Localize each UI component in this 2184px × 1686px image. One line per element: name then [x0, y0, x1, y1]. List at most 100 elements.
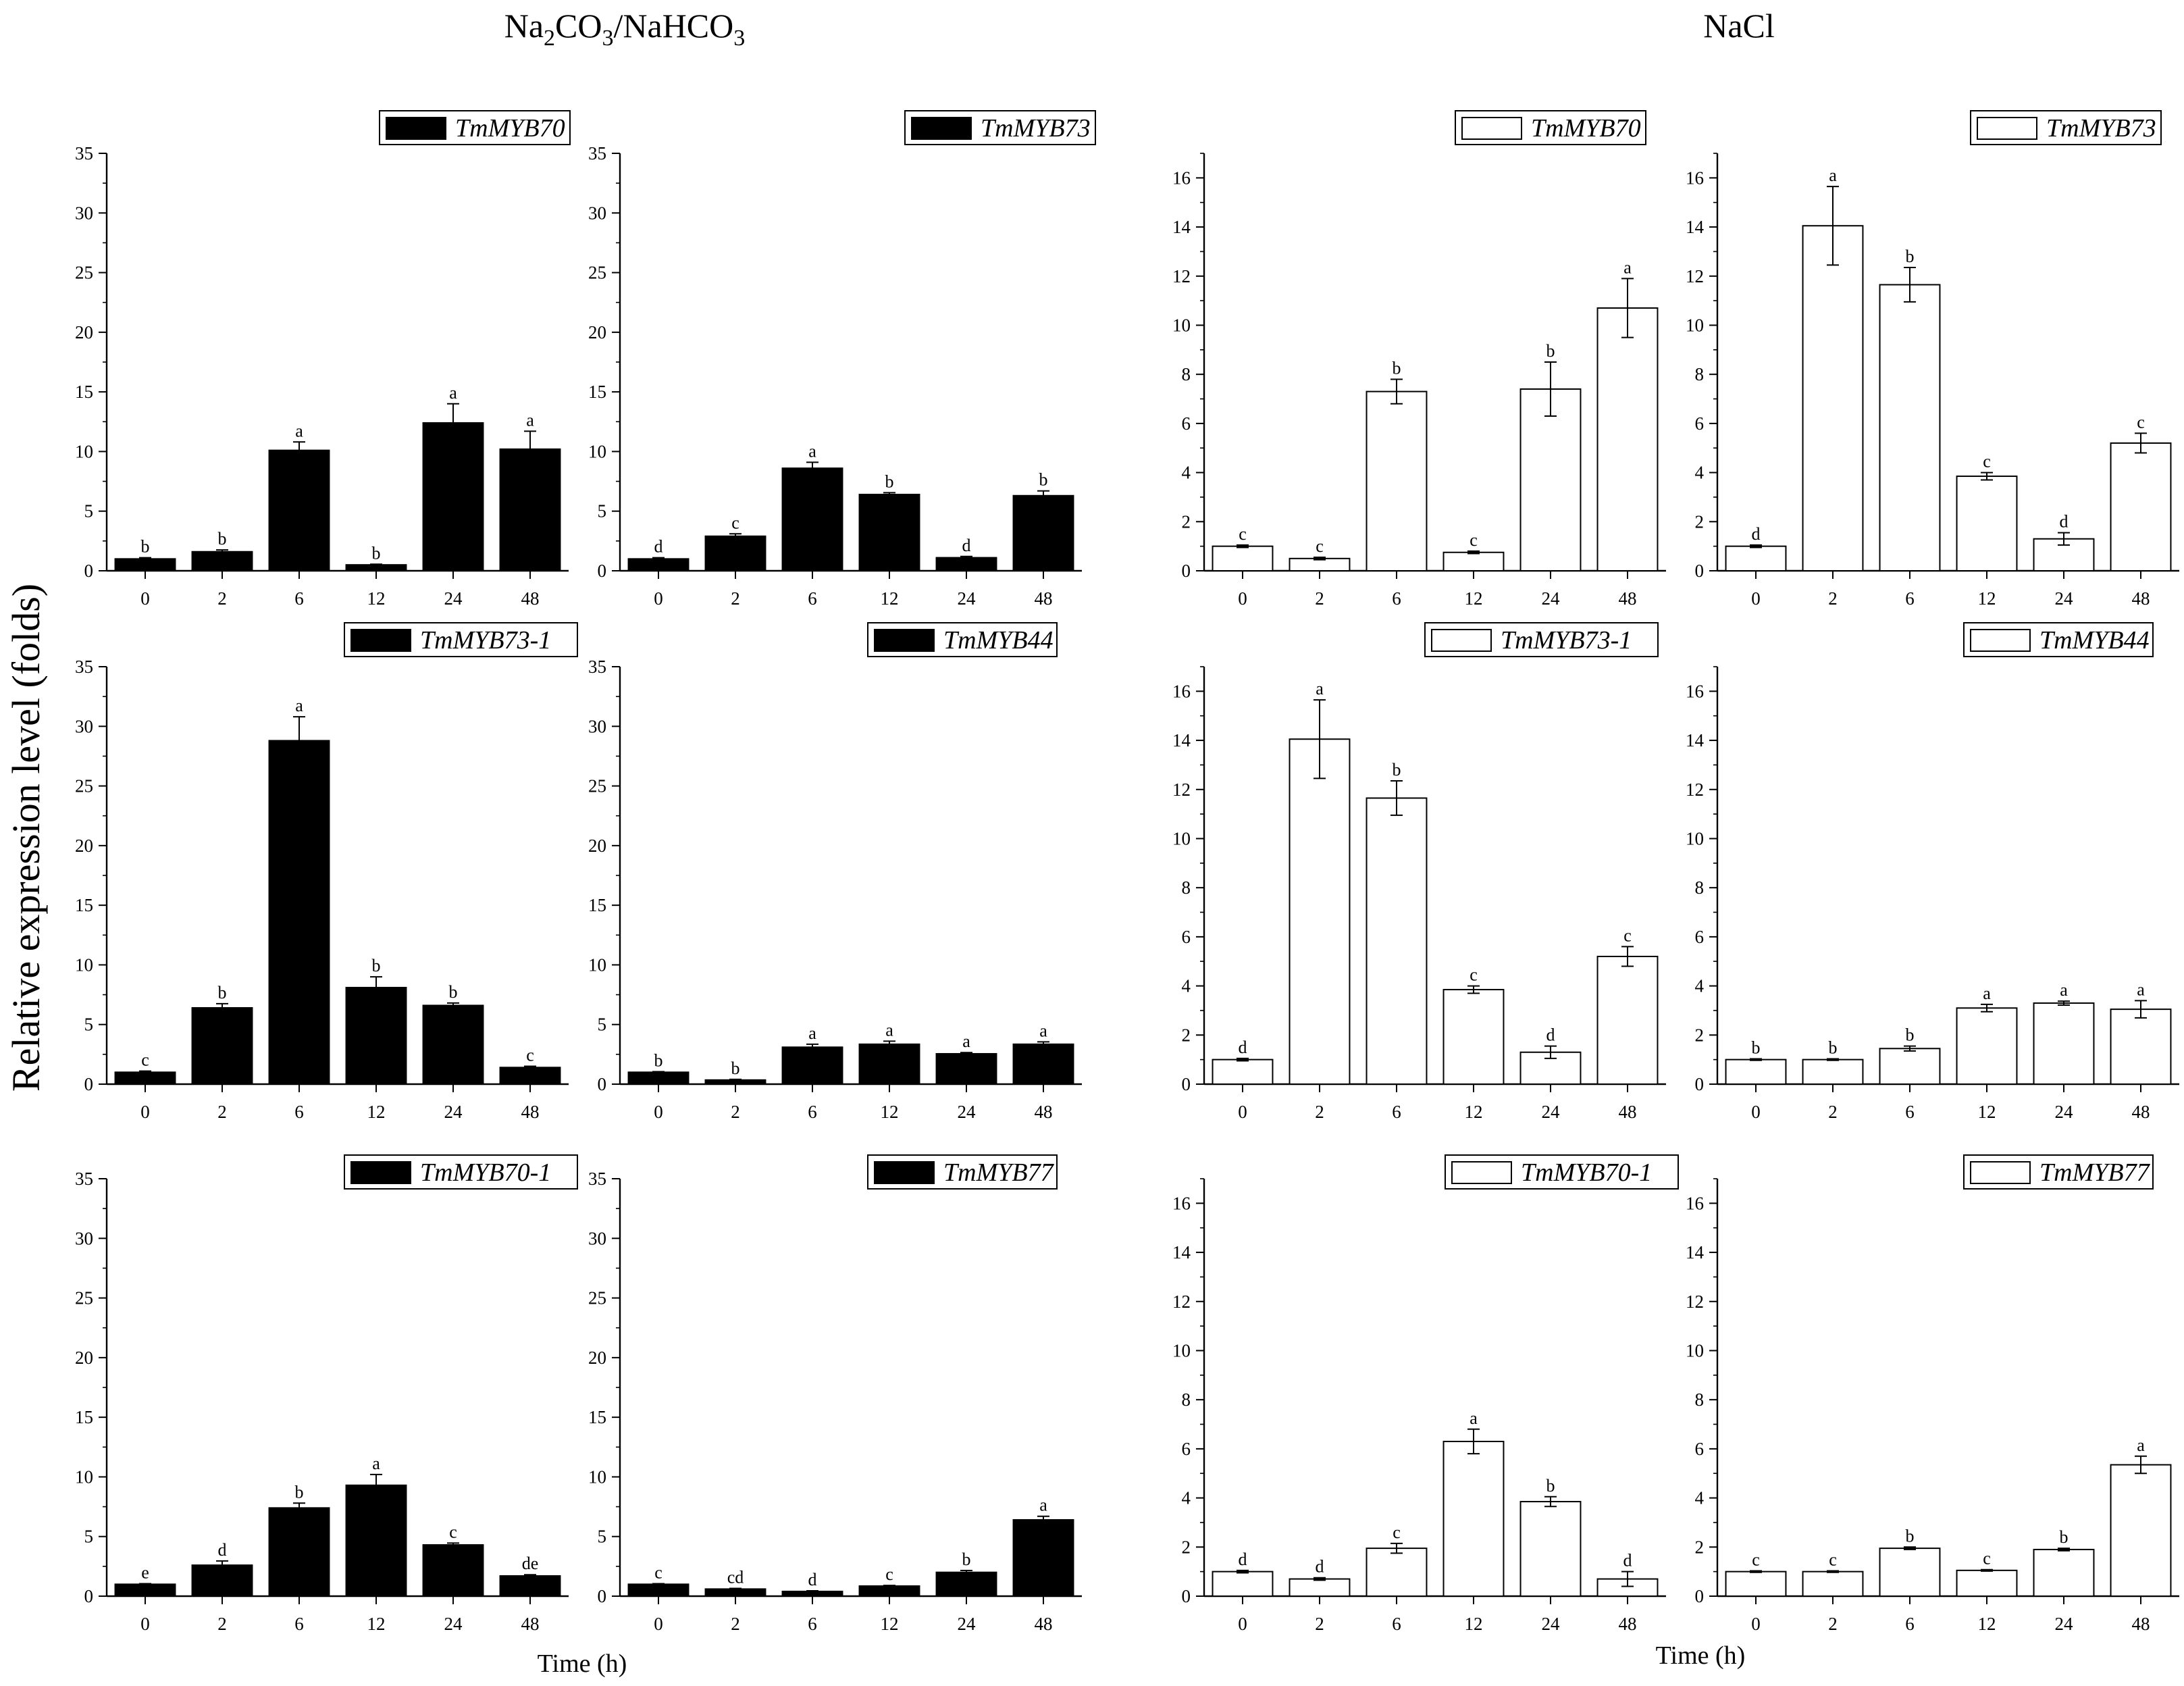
y-tick-label: 6	[1695, 927, 1705, 947]
x-tick-label: 12	[367, 1614, 386, 1634]
y-tick-label: 2	[1695, 511, 1705, 532]
x-tick-label: 48	[1619, 1614, 1637, 1634]
bar	[1879, 1548, 1941, 1598]
x-tick-label: 12	[367, 1102, 386, 1122]
x-tick-label: 6	[808, 1614, 817, 1634]
y-tick-label: 2	[1695, 1537, 1705, 1557]
bar	[268, 449, 330, 571]
panels: 05101520253035b0b2a6b12a24a48TmMYB700510…	[75, 110, 2179, 1634]
y-tick-label: 4	[1695, 976, 1705, 996]
significance-letter: c	[885, 1564, 893, 1584]
significance-letter: b	[218, 529, 227, 548]
y-tick-label: 16	[1686, 168, 1704, 188]
bar	[114, 558, 176, 571]
x-tick-label: 0	[1238, 1102, 1247, 1122]
y-tick-label: 16	[1686, 1193, 1704, 1213]
y-tick-label: 0	[598, 1074, 607, 1094]
x-tick-label: 24	[444, 1102, 463, 1122]
y-tick-label: 12	[1686, 1292, 1704, 1312]
x-tick-label: 0	[1238, 1614, 1247, 1634]
bar	[935, 557, 997, 572]
significance-letter: b	[1393, 358, 1401, 378]
significance-letter: c	[1239, 524, 1247, 544]
y-tick-label: 4	[1182, 1488, 1191, 1508]
y-tick-label: 0	[1182, 561, 1191, 581]
y-tick-label: 10	[588, 1466, 606, 1487]
significance-letter: a	[808, 441, 816, 461]
bar	[1366, 797, 1428, 1085]
y-tick-label: 0	[1182, 1586, 1191, 1606]
x-tick-label: 2	[1828, 1102, 1838, 1122]
y-tick-label: 30	[75, 203, 93, 223]
bar	[781, 1590, 843, 1598]
x-tick-label: 48	[2132, 1102, 2150, 1122]
x-tick-label: 48	[521, 1102, 540, 1122]
y-tick-label: 25	[75, 1288, 93, 1308]
x-tick-label: 48	[1035, 1614, 1053, 1634]
significance-letter: c	[1983, 452, 1991, 471]
y-tick-label: 25	[75, 776, 93, 796]
bar	[1802, 1058, 1864, 1085]
y-tick-label: 2	[1695, 1025, 1705, 1045]
bar	[1289, 738, 1351, 1085]
significance-letter: a	[2137, 1435, 2145, 1455]
legend-label: TmMYB70	[455, 114, 565, 143]
significance-letter: b	[2060, 1527, 2069, 1547]
bar	[499, 1067, 561, 1085]
legend: TmMYB70	[1455, 110, 1646, 145]
y-tick-label: 12	[1172, 780, 1191, 800]
y-tick-label: 2	[1182, 511, 1191, 532]
chart-panel-5: 0 5 10 15 20 25 30 35 c 0 b 2 a 6 b 12 b 24 c 48 TmMYB73-1	[75, 622, 578, 1122]
x-axis-label-left: Time (h)	[538, 1650, 627, 1678]
legend-swatch	[386, 117, 446, 140]
bar	[1366, 390, 1428, 571]
legend-swatch	[350, 1161, 411, 1184]
y-tick-label: 20	[75, 836, 93, 856]
chart-panel-1: 0 5 10 15 20 25 30 35 b 0 b 2 a 6 b 12 a 24 a 48 TmMYB70	[75, 110, 571, 609]
x-tick-label: 24	[958, 1102, 977, 1122]
legend-label: TmMYB73	[981, 114, 1091, 143]
legend: TmMYB73-1	[344, 622, 578, 657]
significance-letter: b	[1752, 1038, 1761, 1058]
x-tick-label: 48	[521, 588, 540, 609]
x-tick-label: 0	[654, 1102, 663, 1122]
y-tick-label: 0	[598, 561, 607, 581]
bar	[2110, 442, 2172, 572]
significance-letter: d	[1752, 524, 1761, 544]
bar	[1725, 545, 1787, 571]
y-tick-label: 20	[588, 836, 606, 856]
significance-letter: a	[526, 410, 534, 430]
y-tick-label: 16	[1172, 1193, 1191, 1213]
x-tick-label: 2	[731, 1102, 740, 1122]
bar	[1442, 989, 1505, 1085]
x-tick-label: 24	[958, 588, 977, 609]
y-tick-label: 14	[1172, 1242, 1191, 1262]
y-tick-label: 6	[1182, 413, 1191, 434]
legend-label: TmMYB73	[2046, 114, 2156, 143]
significance-letter: a	[2060, 980, 2068, 1000]
significance-letter: a	[1470, 1408, 1478, 1428]
significance-letter: d	[962, 536, 971, 555]
y-tick-label: 0	[84, 561, 94, 581]
bar	[1802, 225, 1864, 571]
bar	[1212, 1570, 1274, 1597]
bar	[345, 986, 407, 1085]
x-tick-label: 6	[294, 1102, 304, 1122]
bar	[1956, 1007, 2018, 1085]
x-tick-label: 6	[808, 588, 817, 609]
x-tick-label: 2	[217, 588, 227, 609]
y-tick-label: 35	[75, 657, 93, 677]
legend: TmMYB44	[867, 622, 1058, 657]
y-tick-label: 10	[1172, 315, 1191, 335]
y-tick-label: 8	[1182, 877, 1191, 898]
bar	[781, 467, 843, 571]
legend: TmMYB70-1	[1445, 1154, 1679, 1190]
bar	[1725, 1570, 1787, 1597]
significance-letter: d	[1239, 1550, 1247, 1569]
significance-letter: c	[2137, 412, 2145, 432]
bar	[1596, 307, 1659, 571]
x-tick-label: 6	[1905, 588, 1915, 609]
y-tick-label: 30	[588, 716, 606, 736]
